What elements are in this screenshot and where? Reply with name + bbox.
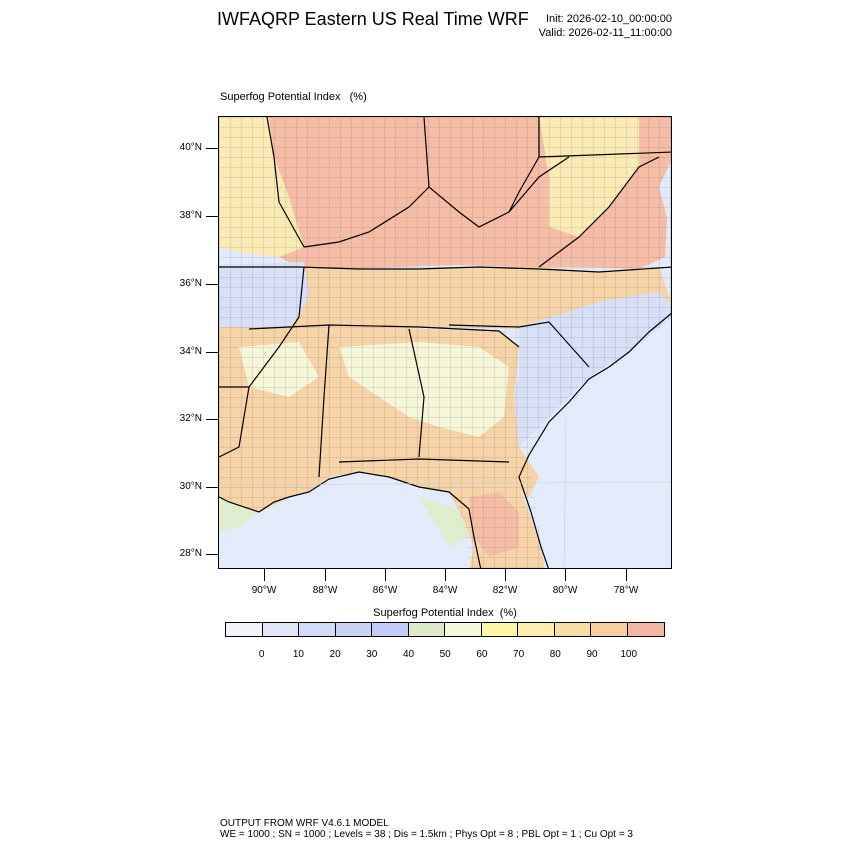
border-ohio-river: [303, 156, 570, 248]
lon-label-82: 82°W: [492, 585, 518, 596]
region-gulf-shelf-2: [419, 497, 469, 547]
border-nc-sc: [448, 321, 590, 368]
border-ar-tn: [248, 266, 305, 388]
lon-tick-80: [565, 569, 566, 581]
colorbar-cell: [372, 623, 409, 636]
lat-tick-30: [206, 487, 218, 488]
colorbar-label: 70: [513, 649, 525, 660]
lon-tick-78: [626, 569, 627, 581]
lon-label-90: 90°W: [251, 585, 277, 596]
lon-label-86: 86°W: [372, 585, 398, 596]
coastline: [219, 312, 671, 568]
field-label: Superfog Potential Index (%): [220, 91, 367, 103]
border-al-ga: [408, 328, 425, 458]
atlantic-coastline: [518, 312, 671, 568]
lat-tick-34: [206, 352, 218, 353]
colorbar-cell: [518, 623, 555, 636]
state-borders: [219, 117, 671, 478]
colorbar-label: 50: [439, 649, 451, 660]
lon-label-84: 84°W: [432, 585, 458, 596]
colorbar-label: 60: [476, 649, 488, 660]
colorbar-label: 90: [586, 649, 598, 660]
lat-tick-28: [206, 554, 218, 555]
colorbar-cell: [591, 623, 628, 636]
colorbar-label: 20: [329, 649, 341, 660]
lat-tick-40: [206, 148, 218, 149]
lat-label-36: 36°N: [179, 278, 202, 289]
lon-tick-88: [325, 569, 326, 581]
lat-label-32: 32°N: [179, 413, 202, 424]
lon-label-78: 78°W: [613, 585, 639, 596]
colorbar-label: 0: [258, 649, 265, 660]
lat-label-28: 28°N: [179, 548, 202, 559]
lat-label-30: 30°N: [179, 481, 202, 492]
colorbar-cell: [554, 623, 592, 636]
init-time: Init: 2026-02-10_00:00:00: [546, 13, 672, 25]
border-ms-al: [318, 324, 330, 478]
lat-tick-32: [206, 419, 218, 420]
lat-tick-36: [206, 284, 218, 285]
graticule-lat: [219, 481, 671, 486]
colorbar-cell: [335, 623, 373, 636]
colorbar-label: 80: [549, 649, 561, 660]
lat-label-38: 38°N: [179, 210, 202, 221]
valid-time: Valid: 2026-02-11_11:00:00: [538, 27, 672, 39]
lon-tick-90: [264, 569, 265, 581]
lon-tick-82: [505, 569, 506, 581]
colorbar-label: 30: [366, 649, 378, 660]
border-va-nc: [538, 156, 660, 268]
lat-label-40: 40°N: [179, 142, 202, 153]
colorbar-cell: [262, 623, 300, 636]
border-tn-south: [248, 324, 520, 348]
colorbar-label: 100: [620, 649, 638, 660]
lon-label-88: 88°W: [312, 585, 338, 596]
colorbar-title: Superfog Potential Index (%): [373, 607, 517, 619]
border-md-pa: [538, 151, 671, 158]
colorbar-label: 40: [402, 649, 415, 660]
border-ga-fl: [338, 458, 510, 463]
colorbar-cell: [445, 623, 482, 636]
border-wv: [508, 117, 540, 213]
colorbar-cell: [481, 623, 519, 636]
map-panel: [218, 116, 672, 569]
lon-label-80: 80°W: [552, 585, 578, 596]
map-svg: [219, 117, 671, 568]
colorbar-cell: [408, 623, 446, 636]
colorbar-label: 10: [292, 649, 304, 660]
border-il-in: [266, 117, 305, 248]
lon-tick-84: [445, 569, 446, 581]
lon-tick-86: [385, 569, 386, 581]
border-ms-la: [219, 386, 250, 458]
border-in-oh: [423, 117, 430, 188]
region-gulf-shelf: [219, 497, 259, 532]
colorbar-cell: [226, 623, 263, 636]
colorbar-cell: [299, 623, 336, 636]
graticule-lon: [563, 416, 567, 568]
chart-title: IWFAQRP Eastern US Real Time WRF: [217, 9, 529, 29]
gulf-coastline: [219, 471, 482, 568]
colorbar-cell: [627, 623, 665, 636]
lat-tick-38: [206, 216, 218, 217]
lat-label-34: 34°N: [179, 346, 202, 357]
model-info-line-1: OUTPUT FROM WRF V4.6.1 MODEL: [220, 818, 389, 829]
border-ky-tn: [219, 266, 671, 273]
colorbar: [225, 622, 666, 637]
model-info-line-2: WE = 1000 ; SN = 1000 ; Levels = 38 ; Di…: [220, 829, 633, 840]
